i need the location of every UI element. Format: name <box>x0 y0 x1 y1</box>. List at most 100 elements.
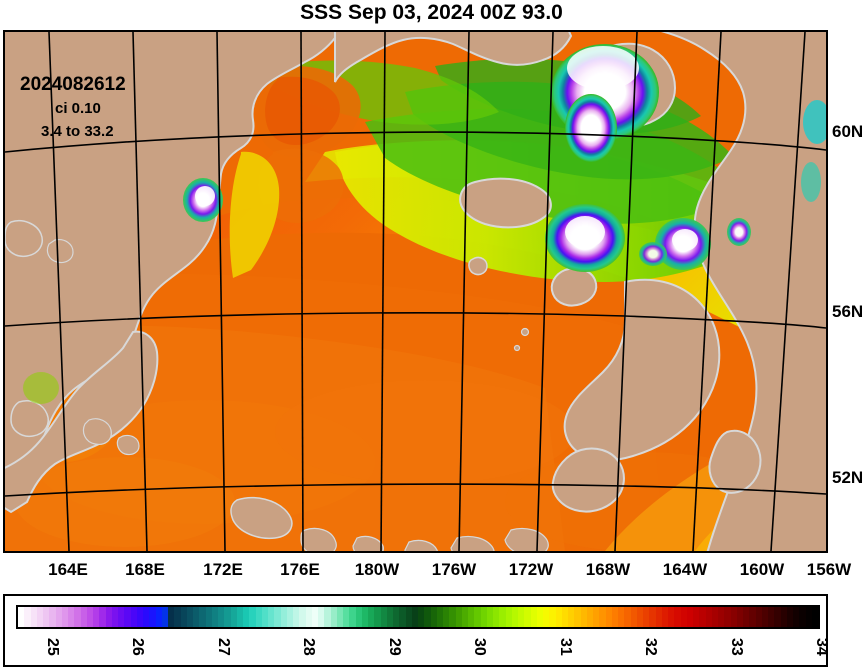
colorbar-segment <box>705 607 713 627</box>
colorbar-segment <box>199 607 207 627</box>
colorbar-segment <box>136 607 144 627</box>
ocean-field <box>5 32 826 551</box>
graticule <box>5 32 826 551</box>
colorbar-segment <box>24 607 32 627</box>
colorbar-segment <box>711 607 719 627</box>
land-attu-island <box>10 400 49 438</box>
colorbar-segment <box>280 607 288 627</box>
colorbar-tick-label: 29 <box>386 638 403 656</box>
colorbar-segment <box>574 607 582 627</box>
colorbar-segment <box>524 607 532 627</box>
colorbar-panel[interactable]: 25 26 27 28 29 30 31 32 33 34 <box>3 594 830 667</box>
land-medny-island <box>46 239 74 264</box>
colorbar-segment <box>30 607 38 627</box>
colorbar-segment <box>799 607 807 627</box>
x-tick-label: 160W <box>739 560 785 579</box>
plume-cook-inlet <box>727 218 751 246</box>
plume-kuskokwim-core <box>565 216 605 248</box>
colorbar-segment <box>668 607 675 627</box>
colorbar-segment <box>499 607 507 627</box>
x-tick-label: 156W <box>806 560 852 579</box>
colorbar-segment <box>455 607 463 627</box>
colorbar-segment <box>680 607 688 627</box>
map-canvas[interactable] <box>5 32 826 551</box>
ocean-kamchatka-yellow <box>229 151 280 278</box>
colorbar-segment <box>393 607 400 627</box>
colorbar-segment <box>749 607 757 627</box>
colorbar-segment <box>486 607 494 627</box>
colorbar-segment <box>324 607 332 627</box>
colorbar-segment <box>105 607 113 627</box>
x-tick-label: 176E <box>280 560 320 579</box>
colorbar-segment <box>786 607 794 627</box>
colorbar-segment <box>811 607 818 627</box>
colorbar-segment <box>174 607 182 627</box>
colorbar-segment <box>255 607 263 627</box>
colorbar-segment <box>118 607 125 627</box>
colorbar-segment <box>205 607 213 627</box>
colorbar-segment <box>286 607 294 627</box>
colorbar-segment <box>693 607 700 627</box>
colorbar-segment <box>343 607 350 627</box>
colorbar-segment <box>368 607 375 627</box>
ocean-kamchatka-core <box>265 76 340 145</box>
plume-ne-coast-2 <box>801 162 821 202</box>
parallel-56n <box>5 312 826 329</box>
colorbar-segment <box>68 607 75 627</box>
annotation-value-range: 3.4 to 33.2 <box>41 123 114 140</box>
land-umnak-island <box>404 539 438 551</box>
land-chukotka-north <box>334 32 573 83</box>
colorbar-segment <box>293 607 300 627</box>
colorbar-segment <box>186 607 194 627</box>
colorbar-segment <box>505 607 513 627</box>
colorbar-segment <box>536 607 544 627</box>
plume-okhotsk-core <box>195 186 215 206</box>
meridian-172e <box>216 32 226 551</box>
colorbar-segment <box>261 607 269 627</box>
y-tick-label: 60N <box>832 122 863 141</box>
colorbar-segment <box>580 607 588 627</box>
colorbar-segment <box>530 607 538 627</box>
colorbar-segment <box>561 607 569 627</box>
colorbar-segment <box>461 607 469 627</box>
colorbar-tick-label: 25 <box>44 638 61 656</box>
colorbar-segment <box>605 607 613 627</box>
colorbar-segment <box>418 607 425 627</box>
colorbar-segment <box>424 607 432 627</box>
colorbar-segment <box>149 607 157 627</box>
colorbar-tick-label: 31 <box>557 638 574 656</box>
colorbar-segment <box>568 607 575 627</box>
colorbar-segment <box>793 607 800 627</box>
colorbar-segment <box>374 607 382 627</box>
land-st-george-island <box>513 344 521 352</box>
colorbar-segment <box>611 607 619 627</box>
colorbar-segment <box>780 607 788 627</box>
colorbar-tick-label: 30 <box>471 638 488 656</box>
colorbar-segment <box>674 607 682 627</box>
colorbar-segment <box>230 607 238 627</box>
ocean-eddy-sw2 <box>15 457 235 547</box>
colorbar-segment <box>649 607 657 627</box>
annotation-run-id: 2024082612 <box>20 74 126 95</box>
meridian-176e <box>300 32 304 551</box>
colorbar-segment <box>624 607 632 627</box>
land-unalaska-island <box>450 535 495 551</box>
colorbar-segment <box>586 607 594 627</box>
x-tick-label: 168E <box>125 560 165 579</box>
colorbar-segment <box>405 607 413 627</box>
colorbar-segment <box>161 607 169 627</box>
colorbar-segment <box>630 607 638 627</box>
plume-norton-core <box>567 46 639 90</box>
land-alaska-peninsula-tip <box>551 447 625 513</box>
y-tick-label: 52N <box>832 468 863 487</box>
plume-bristol-core <box>672 229 698 251</box>
colorbar-segment <box>686 607 694 627</box>
colorbar-gradient[interactable] <box>16 605 820 629</box>
colorbar-segment <box>643 607 650 627</box>
map-frame[interactable]: 2024082612 ci 0.10 3.4 to 33.2 <box>3 30 828 553</box>
colorbar-segment <box>549 607 557 627</box>
colorbar-segment <box>736 607 744 627</box>
colorbar-segment <box>430 607 438 627</box>
colorbar-segment <box>724 607 732 627</box>
colorbar-tick-label: 27 <box>215 638 232 656</box>
